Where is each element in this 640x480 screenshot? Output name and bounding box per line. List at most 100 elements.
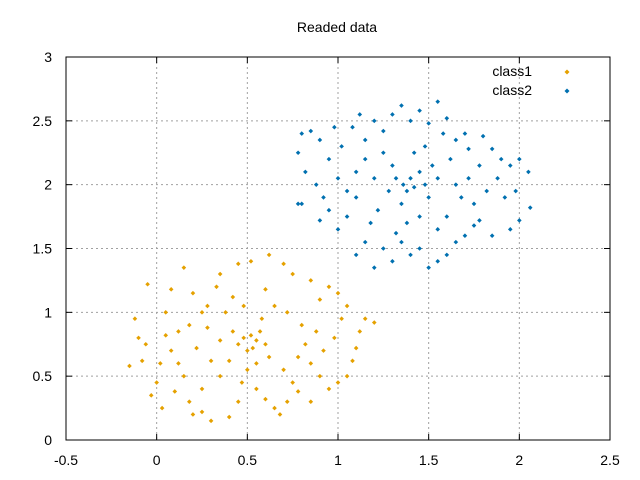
data-point-class2 (426, 195, 431, 200)
legend-marker-class2 (564, 88, 570, 94)
data-point-class1 (266, 252, 272, 258)
data-point-class1 (295, 389, 301, 394)
data-point-class2 (399, 201, 404, 207)
data-point-class2 (429, 163, 435, 168)
data-point-class2 (417, 169, 422, 175)
data-point-class1 (199, 409, 205, 415)
data-point-class2 (353, 169, 359, 175)
data-point-class1 (136, 335, 141, 341)
data-point-class1 (281, 261, 286, 267)
data-point-class1 (308, 399, 314, 404)
data-point-class1 (157, 361, 163, 366)
data-point-class1 (263, 287, 268, 292)
data-point-class2 (390, 112, 395, 117)
data-point-class2 (444, 115, 450, 121)
data-point-class2 (517, 218, 522, 223)
data-point-class2 (422, 144, 428, 149)
data-point-class1 (145, 281, 150, 287)
data-point-class1 (290, 271, 295, 277)
grid (66, 57, 610, 440)
data-point-class1 (263, 396, 268, 402)
data-point-class2 (435, 227, 441, 232)
data-point-class2 (371, 265, 377, 270)
data-points (127, 99, 533, 424)
data-point-class1 (272, 303, 277, 309)
data-point-class1 (245, 348, 250, 353)
data-point-class2 (448, 156, 453, 162)
data-point-class1 (226, 358, 232, 364)
x-tick-label: -0.5 (54, 452, 78, 468)
data-point-class2 (484, 188, 489, 194)
data-point-class1 (190, 290, 196, 296)
data-point-class1 (245, 367, 250, 373)
data-point-class1 (317, 297, 323, 302)
data-point-class2 (426, 265, 431, 270)
data-point-class2 (321, 195, 326, 200)
data-point-class2 (393, 175, 399, 181)
data-point-class1 (335, 380, 341, 385)
data-point-class1 (205, 303, 210, 309)
data-point-class1 (326, 284, 332, 290)
data-point-class1 (254, 361, 259, 366)
data-point-class2 (371, 175, 377, 181)
data-point-class2 (495, 175, 500, 181)
data-point-class2 (404, 188, 410, 194)
data-point-class2 (350, 124, 355, 130)
data-point-class2 (295, 150, 301, 156)
data-point-class1 (217, 373, 223, 379)
data-point-class2 (526, 169, 531, 175)
data-point-class1 (168, 348, 174, 353)
data-point-class1 (263, 341, 268, 347)
data-point-class1 (303, 341, 308, 347)
data-point-class1 (344, 373, 350, 379)
data-point-class2 (344, 214, 350, 219)
legend-label-class2: class2 (492, 82, 532, 98)
data-point-class2 (386, 188, 392, 194)
data-point-class2 (466, 146, 471, 152)
data-point-class2 (422, 182, 428, 187)
data-point-class1 (176, 361, 181, 366)
data-point-class1 (208, 418, 214, 424)
data-point-class1 (235, 341, 241, 347)
data-point-class2 (466, 175, 471, 181)
data-point-class2 (408, 118, 413, 124)
data-point-class1 (241, 303, 247, 309)
data-point-class1 (257, 329, 263, 334)
data-point-class1 (295, 354, 301, 360)
data-point-class1 (187, 399, 192, 404)
data-point-class1 (154, 380, 159, 385)
data-point-class2 (357, 112, 363, 117)
data-point-class2 (308, 128, 314, 134)
data-point-class2 (399, 239, 404, 245)
data-point-class2 (462, 233, 468, 239)
data-point-class1 (199, 310, 205, 315)
data-point-class2 (462, 131, 468, 136)
data-point-class2 (390, 258, 395, 264)
data-point-class2 (444, 214, 450, 219)
data-point-class1 (277, 412, 283, 417)
data-point-class1 (235, 399, 241, 404)
data-point-class1 (254, 386, 259, 392)
data-point-class2 (471, 223, 477, 228)
data-point-class2 (417, 246, 422, 251)
data-point-class1 (241, 335, 247, 341)
data-point-class2 (362, 156, 368, 162)
data-point-class2 (393, 230, 399, 236)
data-point-class2 (489, 233, 495, 239)
data-point-class2 (362, 239, 368, 245)
data-point-class2 (471, 201, 477, 207)
y-tick-label: 3 (44, 49, 52, 65)
data-point-class1 (344, 303, 350, 309)
data-point-class2 (335, 175, 341, 181)
y-tick-label: 0.5 (33, 368, 53, 384)
data-point-class1 (230, 294, 236, 300)
x-tick-label: 1 (334, 452, 342, 468)
data-point-class1 (217, 271, 223, 277)
data-point-class1 (248, 258, 254, 264)
data-point-class1 (284, 310, 290, 315)
legend-marker-class1 (564, 69, 570, 75)
data-point-class2 (381, 246, 386, 251)
data-point-class1 (266, 354, 272, 360)
data-point-class2 (444, 252, 450, 258)
